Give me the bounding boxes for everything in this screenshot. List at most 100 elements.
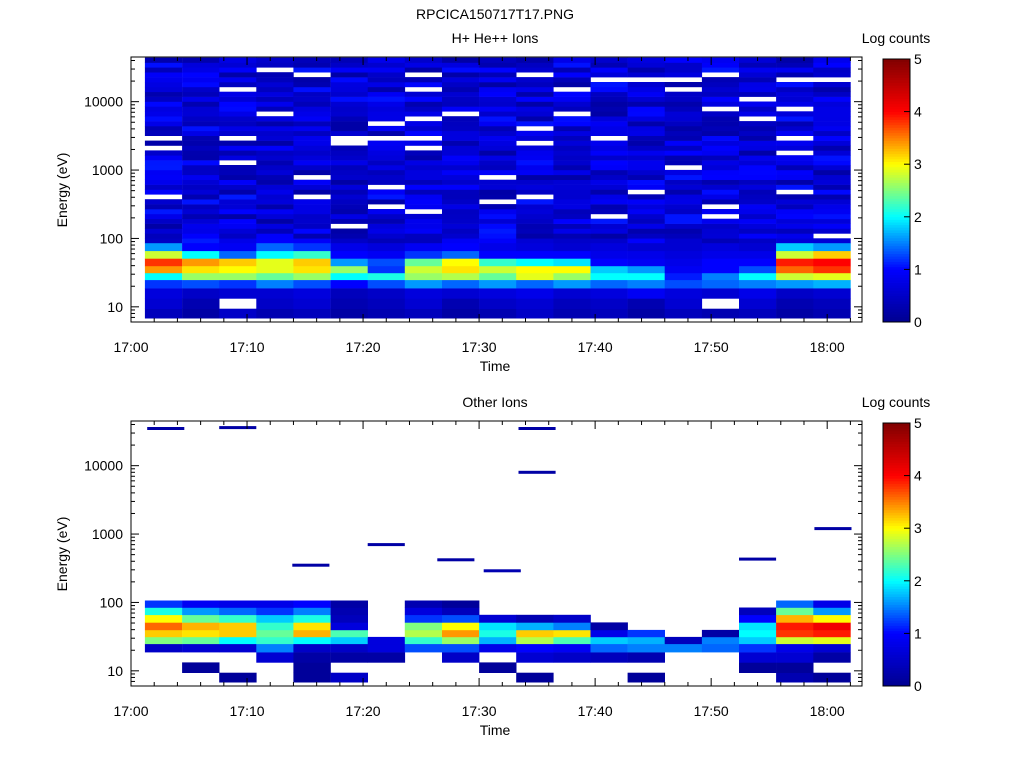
heatmap-cell xyxy=(182,258,220,267)
heatmap-cell xyxy=(330,86,368,93)
heatmap-cell xyxy=(739,67,777,73)
heatmap-cell xyxy=(293,272,331,281)
heatmap-cell xyxy=(553,194,591,200)
colorbar-tick-label: 5 xyxy=(914,415,922,431)
heatmap-cell xyxy=(442,130,480,136)
colorbar-segment xyxy=(883,203,910,207)
heatmap-cell xyxy=(553,265,591,274)
heatmap-cell xyxy=(590,169,628,176)
heatmap-cell xyxy=(516,160,554,166)
heatmap-cell xyxy=(813,204,851,210)
heatmap-cell xyxy=(219,155,257,161)
colorbar-segment xyxy=(883,557,910,561)
heatmap-cell xyxy=(256,82,294,88)
heatmap-cell xyxy=(664,184,703,190)
colorbar-segment xyxy=(883,114,910,118)
heatmap-cell xyxy=(590,629,628,638)
colorbar-segment xyxy=(883,538,910,542)
colorbar-segment xyxy=(883,672,910,676)
heatmap-cell xyxy=(590,243,628,252)
colorbar-segment xyxy=(883,169,910,173)
heatmap-cell xyxy=(590,189,628,195)
heatmap-cell xyxy=(330,258,368,267)
colorbar-segment xyxy=(883,87,910,91)
heatmap-cell xyxy=(590,643,628,653)
colorbar-segment xyxy=(883,156,910,160)
heatmap-cell xyxy=(442,288,480,299)
heatmap-cell xyxy=(293,209,331,215)
heatmap-cell xyxy=(516,121,554,127)
heatmap-cell xyxy=(813,189,851,195)
colorbar-segment xyxy=(883,166,910,170)
heatmap-cell xyxy=(182,298,220,309)
heatmap-cell xyxy=(479,140,517,146)
heatmap-cell xyxy=(627,672,665,683)
heatmap-cell xyxy=(553,169,591,176)
heatmap-cell xyxy=(664,62,703,68)
heatmap-cell xyxy=(442,218,480,224)
heatmap-cell xyxy=(144,607,183,616)
heatmap-cell xyxy=(813,279,851,289)
colorbar-segment xyxy=(883,190,910,194)
heatmap-cell xyxy=(256,125,294,132)
heatmap-cell xyxy=(664,169,703,176)
heatmap-cell xyxy=(590,298,628,309)
colorbar-segment xyxy=(883,470,910,474)
heatmap-cell xyxy=(442,238,480,244)
x-tick-label: 18:00 xyxy=(810,339,845,355)
heatmap-cell xyxy=(293,223,331,229)
heatmap-cell xyxy=(553,174,591,180)
heatmap-cell xyxy=(516,165,554,171)
colorbar-segment xyxy=(883,662,910,666)
heatmap-cell xyxy=(367,218,406,224)
colorbar-segment xyxy=(883,72,910,76)
heatmap-cell xyxy=(330,121,368,127)
colorbar-frame xyxy=(882,58,911,323)
heatmap-cell xyxy=(516,145,554,151)
heatmap-cell xyxy=(553,279,591,289)
heatmap-cell xyxy=(479,101,517,107)
heatmap-cell xyxy=(627,265,665,274)
y-tick-label: 10000 xyxy=(84,458,123,474)
heatmap-cell xyxy=(404,223,443,229)
heatmap-cell xyxy=(442,121,480,127)
heatmap-cell xyxy=(627,140,665,146)
heatmap-cell xyxy=(182,121,220,127)
heatmap-cell xyxy=(293,672,331,683)
heatmap-cell xyxy=(330,228,368,234)
heatmap-cell xyxy=(367,189,406,195)
heatmap-cell xyxy=(293,165,331,171)
heatmap-cell xyxy=(182,209,220,215)
heatmap-cell xyxy=(479,77,517,83)
heatmap-cell xyxy=(144,179,183,185)
heatmap-cell xyxy=(330,243,368,252)
heatmap-cell xyxy=(367,223,406,229)
heatmap-cell xyxy=(776,228,814,234)
heatmap-cell xyxy=(553,622,591,631)
heatmap-cell xyxy=(442,243,480,252)
colorbar-segment xyxy=(883,454,910,458)
heatmap-cell xyxy=(182,86,220,93)
colorbar-segment xyxy=(883,119,910,123)
heatmap-cell xyxy=(553,204,591,210)
heatmap-cell xyxy=(516,67,554,73)
heatmap-cell xyxy=(739,243,777,252)
heatmap-cell xyxy=(219,184,257,190)
colorbar-segment xyxy=(883,654,910,658)
heatmap-cell xyxy=(293,91,331,97)
heatmap-cell xyxy=(182,184,220,190)
heatmap-cell xyxy=(404,204,443,210)
heatmap-cell xyxy=(776,308,814,319)
colorbar-segment xyxy=(883,295,910,299)
heatmap-cell xyxy=(553,155,591,161)
heatmap-cell xyxy=(404,272,443,281)
heatmap-cell xyxy=(701,145,740,151)
heatmap-cell xyxy=(664,140,703,146)
heatmap-cell xyxy=(293,265,331,274)
heatmap-cell xyxy=(813,652,851,663)
heatmap-cell xyxy=(144,140,183,146)
heatmap-cell xyxy=(553,614,591,623)
heatmap-cell xyxy=(144,125,183,132)
heatmap-cell xyxy=(776,67,814,73)
heatmap-cell xyxy=(739,77,777,83)
